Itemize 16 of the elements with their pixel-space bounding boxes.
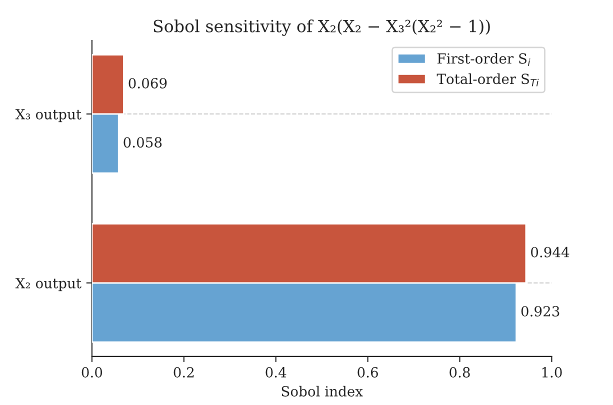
y-tick-label: X₂ output — [15, 278, 82, 292]
x-tick-label: 0.2 — [174, 367, 194, 378]
x-tick-label: 0.0 — [82, 367, 102, 378]
data-label: 0.923 — [521, 306, 560, 317]
x-axis-title: Sobol index — [282, 386, 363, 397]
legend-label: Total-order S$_{Ti}$ — [436, 73, 539, 86]
x-tick-label: 0.8 — [450, 367, 470, 378]
x-tick-label: 0.4 — [266, 367, 286, 378]
legend-label: First-order S$_{i}$ — [437, 53, 530, 66]
chart-title: Sobol sensitivity of X₂(X₂ − X₃²(X₂² − 1)) — [154, 20, 490, 36]
data-label: 0.058 — [124, 137, 162, 148]
data-label: 0.944 — [531, 246, 570, 258]
x-tick-label: 0.6 — [358, 367, 378, 378]
x-tick-label: 1.0 — [542, 367, 562, 378]
y-tick-label: X₃ output — [15, 109, 82, 122]
data-label: 0.069 — [128, 78, 167, 88]
